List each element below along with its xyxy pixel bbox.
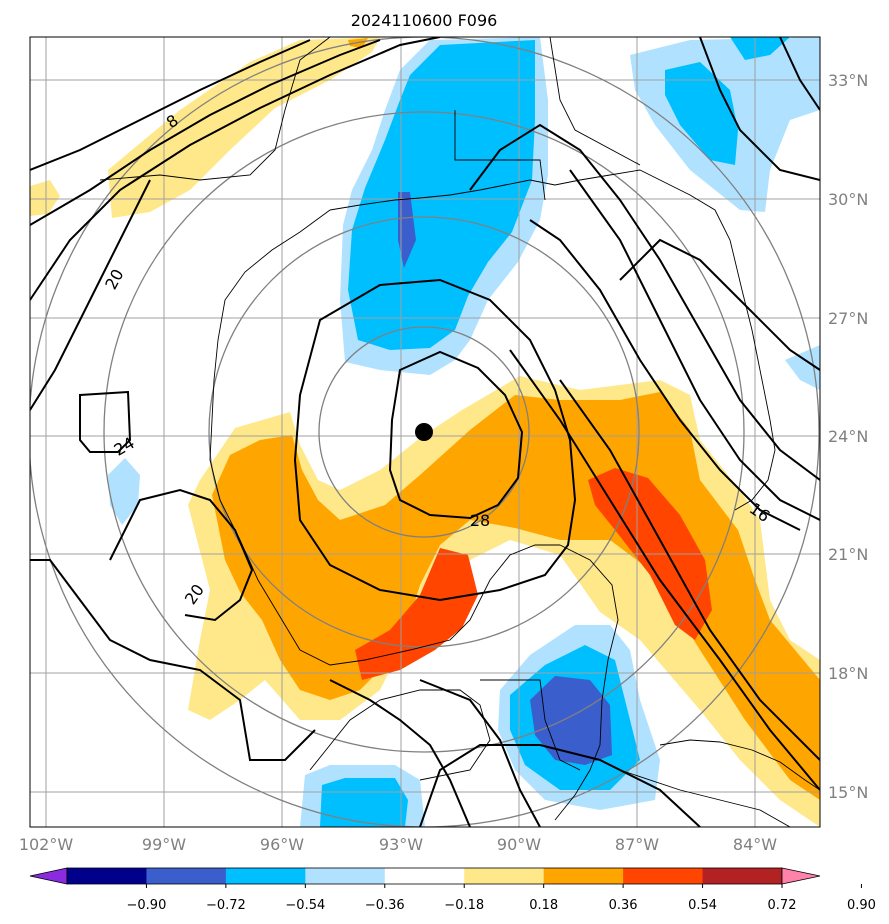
- lat-tick-33n: 33°N: [828, 71, 868, 90]
- contour-ne-1: [699, 37, 820, 181]
- contour-20-west: [30, 179, 151, 411]
- lat-tick-21n: 21°N: [828, 545, 868, 564]
- contour-ne-2: [779, 37, 820, 111]
- colorbar-tick-label: −0.18: [444, 898, 484, 913]
- colorbar-bin: [702, 868, 783, 884]
- range-rings: [30, 37, 820, 827]
- lon-tick-87w: 87°W: [615, 835, 659, 854]
- shading-layer: [30, 37, 820, 827]
- colorbar-bins: [66, 867, 783, 885]
- shading-negative-south: [320, 778, 408, 827]
- coastline-louisiana: [329, 169, 641, 211]
- contour-20-sw: [109, 488, 254, 622]
- colorbar-bin: [623, 868, 704, 884]
- colorbar-tick-label: 0.36: [609, 898, 638, 913]
- border-inland-c: [549, 37, 641, 166]
- contour-nw-3: [30, 39, 311, 171]
- map-frame: [29, 36, 821, 828]
- colorbar-tick-labels: −0.90 −0.72 −0.54 −0.36 −0.18 0.18 0.36 0.54 0.7…: [127, 884, 876, 913]
- coastlines: [99, 37, 820, 827]
- longitude-ticks: 102°W 99°W 96°W 93°W 90°W 87°W 84°W: [19, 835, 777, 854]
- colorbar-bin: [464, 868, 545, 884]
- lon-tick-84w: 84°W: [733, 835, 777, 854]
- contour-south-2: [419, 679, 541, 827]
- contour-east-1: [469, 123, 820, 481]
- contour-south-3: [419, 744, 701, 827]
- border-mexico-guatemala: [480, 679, 581, 771]
- shading-positive-core-south: [355, 548, 478, 680]
- shading-negative-north: [348, 40, 535, 350]
- contour-se-2: [559, 379, 820, 761]
- lon-tick-93w: 93°W: [379, 835, 423, 854]
- shading-negative-yucatan-core: [530, 676, 612, 765]
- shading-negative-ne-top: [730, 37, 790, 60]
- colorbar-bin: [146, 868, 227, 884]
- border-mexico-south: [309, 689, 491, 781]
- colorbar-bin: [67, 868, 147, 884]
- contour-24-west: [79, 390, 132, 453]
- coastline-florida: [639, 169, 776, 511]
- colorbar-tick-label: 0.18: [529, 898, 558, 913]
- border-central-america: [619, 769, 791, 827]
- colorbar-tick-label: 0.54: [688, 898, 717, 913]
- shading-negative-north-core: [398, 192, 416, 268]
- colorbar-bin: [225, 868, 306, 884]
- colorbar: −0.90 −0.72 −0.54 −0.36 −0.18 0.18 0.36 0.54 0.7…: [29, 867, 876, 913]
- lat-tick-15n: 15°N: [828, 783, 868, 802]
- lon-tick-90w: 90°W: [497, 835, 541, 854]
- contour-se-3: [619, 238, 820, 371]
- border-inland-b: [454, 110, 546, 201]
- latitude-ticks: 33°N 30°N 27°N 24°N 21°N 18°N 15°N: [828, 71, 868, 802]
- lon-tick-102w: 102°W: [19, 835, 74, 854]
- contour-east-3: [569, 169, 820, 521]
- contour-lines: [30, 37, 820, 827]
- contour-east-2: [529, 219, 801, 531]
- colorbar-tick-label: 0.90: [847, 898, 876, 913]
- shading-negative-west: [108, 458, 140, 525]
- lat-tick-27n: 27°N: [828, 309, 868, 328]
- figure-title: 2024110600 F096: [351, 11, 498, 30]
- contour-south-1: [329, 679, 471, 827]
- colorbar-tick-label: −0.72: [206, 898, 246, 913]
- contour-nw-2: [30, 39, 381, 226]
- lat-tick-24n: 24°N: [828, 427, 868, 446]
- storm-center-marker: [415, 423, 433, 441]
- contour-se-1: [509, 349, 820, 791]
- border-inland-a: [99, 37, 331, 181]
- colorbar-max-extension: [781, 867, 821, 885]
- coastline-cuba: [659, 739, 820, 791]
- lat-tick-18n: 18°N: [828, 664, 868, 683]
- colorbar-bin: [384, 868, 465, 884]
- contour-sw-1: [30, 559, 316, 761]
- colorbar-min-extension: [29, 867, 68, 885]
- colorbar-bin: [543, 868, 624, 884]
- lon-tick-96w: 96°W: [260, 835, 304, 854]
- contour-inner-ring: [293, 278, 577, 602]
- contour-nw-1: [30, 37, 441, 301]
- colorbar-bin: [305, 868, 386, 884]
- colorbar-tick-label: −0.36: [365, 898, 405, 913]
- colorbar-tick-label: 0.72: [768, 898, 797, 913]
- colorbar-tick-label: −0.90: [127, 898, 167, 913]
- shading-positive-main-orange: [212, 392, 820, 800]
- colorbar-tick-label: −0.54: [285, 898, 325, 913]
- shading-positive-nw-small: [30, 180, 60, 216]
- shading-positive-nw: [108, 37, 380, 218]
- lon-tick-99w: 99°W: [142, 835, 186, 854]
- contour-28: [388, 350, 524, 520]
- coastline-yucatan: [554, 544, 619, 821]
- contour-label-28: 28: [470, 511, 490, 530]
- graticule: [30, 37, 820, 827]
- map-panel: [30, 37, 820, 827]
- coastline-texas-gulf: [209, 209, 560, 666]
- lat-tick-30n: 30°N: [828, 190, 868, 209]
